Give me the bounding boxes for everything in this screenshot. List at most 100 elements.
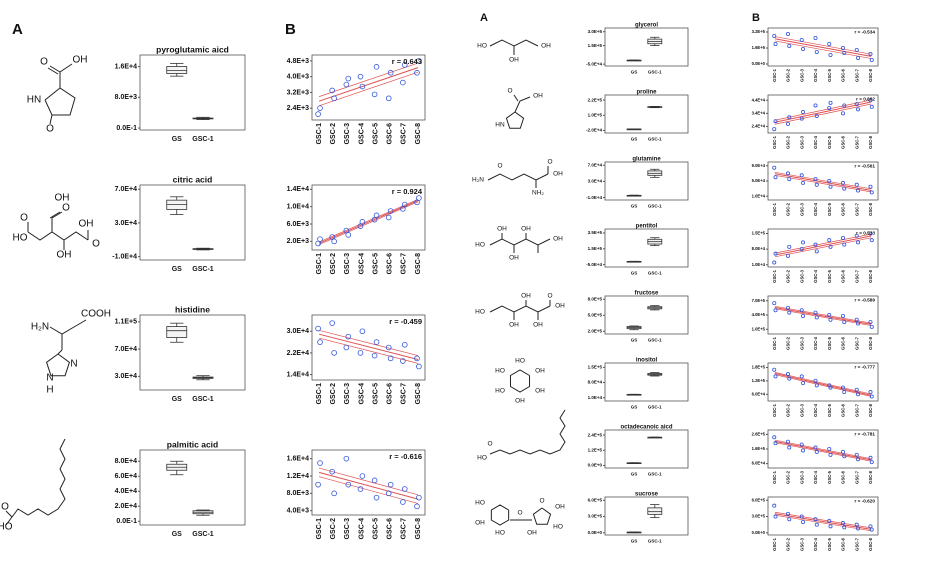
plot-frame — [311, 449, 426, 516]
data-point — [828, 53, 833, 58]
y-tick-label: 7.0E+4 — [588, 162, 603, 167]
y-tick-label: 5.0E+4 — [752, 178, 766, 183]
data-point — [869, 190, 874, 195]
x-tick-label: GSC-1 — [772, 537, 777, 550]
confidence-band — [318, 62, 419, 97]
data-point — [416, 494, 422, 501]
data-point — [827, 178, 832, 183]
data-point — [799, 308, 804, 313]
atom-label: O — [507, 88, 512, 95]
x-tick-label: GSC-8 — [415, 518, 422, 540]
y-tick-label: 8.0E+4 — [115, 458, 137, 465]
data-point — [801, 110, 806, 115]
atom-label: OH — [55, 193, 70, 204]
correlation-label: r = 0.643 — [392, 57, 422, 66]
x-tick-label: GS — [172, 396, 182, 403]
x-tick-label: GSC-1 — [192, 531, 214, 538]
data-point — [416, 363, 422, 370]
y-tick-label: 4.0E+3 — [287, 74, 309, 81]
y-tick-label: 3.0E+4 — [115, 220, 137, 227]
data-point — [387, 355, 394, 362]
x-tick-label: GSC-4 — [358, 518, 365, 540]
data-point — [401, 341, 408, 348]
y-tick-label: 3.0E+5 — [588, 29, 603, 34]
x-tick-label: GSC-7 — [401, 123, 408, 145]
fit-line — [774, 513, 872, 530]
data-point — [868, 184, 873, 189]
data-point — [801, 180, 806, 185]
y-tick-label: 1.5E+5 — [588, 365, 603, 370]
x-tick-label: GSC-5 — [372, 123, 379, 145]
x-tick-label: GSC-5 — [827, 336, 832, 349]
data-point — [315, 111, 321, 117]
x-tick-label: GSC-4 — [358, 253, 365, 275]
data-point — [773, 119, 778, 124]
data-point — [813, 445, 818, 450]
y-tick-label: 8.0E+4 — [588, 380, 603, 385]
x-tick-label: GSC-3 — [344, 253, 351, 275]
x-tick-label: GSC-8 — [415, 123, 422, 145]
x-tick-label: GSC-4 — [813, 269, 818, 282]
x-tick-label: GSC-4 — [358, 383, 365, 405]
data-point — [827, 446, 832, 451]
correlation-label: r = -0.616 — [389, 452, 422, 461]
x-tick-label: GSC-3 — [799, 537, 804, 550]
x-tick-label: GSC-6 — [387, 123, 394, 145]
fit-line — [318, 67, 419, 102]
data-point — [801, 313, 806, 318]
x-tick-label: GSC-1 — [772, 269, 777, 282]
data-point — [868, 455, 873, 460]
data-point — [856, 240, 861, 245]
y-tick-label: 3.0E+5 — [588, 514, 603, 519]
data-point — [854, 182, 859, 187]
x-tick-label: GS — [631, 204, 638, 209]
y-tick-label: 0.0E-1 — [116, 518, 137, 525]
atom-label: OH — [57, 250, 72, 261]
y-tick-label: 7.0E+4 — [115, 186, 137, 193]
x-tick-label: GSC-7 — [401, 383, 408, 405]
x-tick-label: GS — [631, 539, 638, 544]
data-point — [400, 358, 406, 364]
x-tick-label: GSC-6 — [841, 68, 846, 81]
x-tick-label: GSC-6 — [841, 202, 846, 215]
data-point — [869, 238, 874, 243]
bond — [49, 114, 53, 125]
x-tick-label: GSC-4 — [358, 123, 365, 145]
x-tick-label: GS — [172, 136, 182, 143]
plot-title: citric acid — [173, 174, 213, 184]
data-point — [329, 87, 336, 94]
data-point — [345, 75, 352, 82]
x-tick-label: GSC-5 — [827, 269, 832, 282]
plot-frame — [767, 496, 879, 536]
x-tick-label: GSC-4 — [813, 68, 818, 81]
x-tick-label: GSC-1 — [192, 266, 214, 273]
plot-title: palmitic acid — [167, 439, 219, 449]
x-tick-label: GSC-1 — [772, 470, 777, 483]
data-point — [854, 102, 859, 107]
correlation-label: r = -0.534 — [855, 29, 876, 34]
data-point — [854, 233, 859, 238]
x-tick-label: GSC-6 — [841, 336, 846, 349]
confidence-band — [774, 171, 872, 190]
bond — [11, 438, 66, 518]
data-point — [387, 208, 394, 214]
bond — [44, 87, 76, 116]
data-point — [772, 301, 777, 306]
y-tick-label: 1.6E+5 — [752, 45, 766, 50]
y-tick-label: 2.2E+5 — [588, 97, 603, 102]
atom-label: OH — [535, 388, 545, 395]
x-tick-label: GSC-2 — [330, 383, 337, 405]
correlation-label: r = -0.589 — [855, 297, 876, 302]
x-tick-label: GSC-3 — [799, 68, 804, 81]
data-point — [842, 454, 847, 459]
data-point — [828, 100, 833, 105]
atom-label: O — [517, 510, 522, 517]
y-tick-label: 6.0E+4 — [752, 461, 766, 466]
atom-label: O — [497, 163, 502, 170]
data-point — [840, 385, 845, 390]
data-point — [840, 111, 845, 116]
data-point — [868, 52, 873, 57]
data-point — [814, 383, 819, 388]
plot-frame — [767, 228, 879, 268]
